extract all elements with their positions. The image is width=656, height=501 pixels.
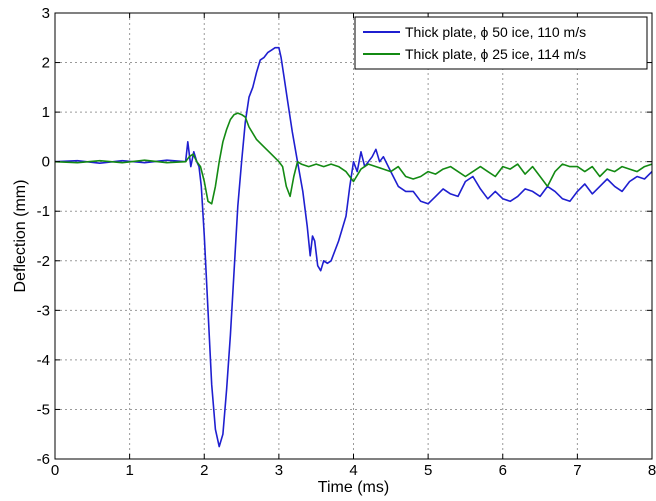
x-tick-label: 4 <box>349 462 357 479</box>
y-tick-label: 3 <box>42 5 50 22</box>
x-tick-label: 3 <box>275 462 283 479</box>
y-tick-label: -5 <box>37 401 50 418</box>
x-tick-label: 1 <box>125 462 133 479</box>
grid <box>55 13 652 459</box>
x-axis-title: Time (ms) <box>318 479 389 496</box>
y-tick-label: -3 <box>37 302 50 319</box>
x-tick-label: 2 <box>200 462 208 479</box>
y-tick-label: -2 <box>37 253 50 270</box>
x-tick-label: 0 <box>51 462 59 479</box>
x-tick-label: 5 <box>424 462 432 479</box>
y-tick-label: 1 <box>42 104 50 121</box>
series-lines <box>54 46 653 448</box>
y-tick-label: -6 <box>37 451 50 468</box>
y-tick-label: -4 <box>37 352 50 369</box>
x-tick-label: 6 <box>499 462 507 479</box>
x-tick-label: 8 <box>648 462 656 479</box>
y-tick-label: 2 <box>42 55 50 72</box>
x-tick-label: 7 <box>573 462 581 479</box>
legend: Thick plate, ϕ 50 ice, 110 m/s Thick pla… <box>354 16 648 70</box>
legend-box <box>354 16 648 70</box>
legend-label-series-1: Thick plate, ϕ 50 ice, 110 m/s <box>405 24 586 40</box>
axis-ticks: 0 1 2 3 4 5 6 7 8 3 2 1 0 -1 -2 -3 -4 -5 -6 <box>37 5 656 479</box>
series-line-2 <box>54 112 653 205</box>
y-axis-title: Deflection (mm) <box>12 180 29 293</box>
y-tick-label: -1 <box>37 203 50 220</box>
y-tick-label: 0 <box>42 154 50 171</box>
series-line-1 <box>54 46 653 448</box>
legend-label-series-2: Thick plate, ϕ 25 ice, 114 m/s <box>405 46 586 62</box>
